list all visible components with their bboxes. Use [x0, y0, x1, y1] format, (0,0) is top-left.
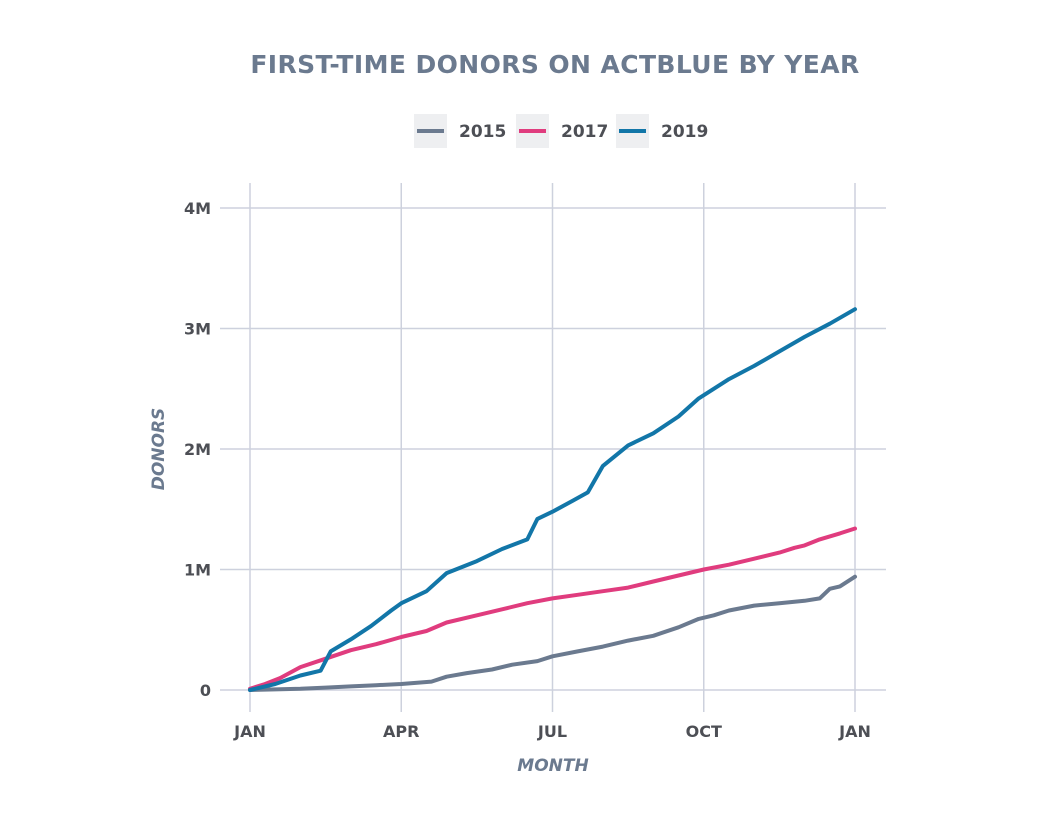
x-tick-label: APR: [383, 722, 419, 741]
tick-labels: 0 1M 2M 3M 4M JAN APR JUL OCT JAN: [184, 199, 871, 741]
y-tick-label: 0: [200, 681, 211, 700]
legend-label: 2019: [661, 122, 708, 142]
series-line-2019: [248, 307, 857, 692]
legend-label: 2015: [459, 122, 506, 142]
legend-item-2015: 2015: [414, 114, 506, 148]
legend-item-2019: 2019: [616, 114, 708, 148]
y-tick-label: 2M: [184, 440, 211, 459]
series-layer: [248, 307, 857, 692]
y-tick-label: 3M: [184, 320, 211, 339]
series-line-2015: [248, 574, 857, 692]
x-tick-label: JAN: [233, 722, 266, 741]
legend-label: 2017: [561, 122, 608, 142]
grid: [220, 183, 886, 712]
legend-item-2017: 2017: [516, 114, 608, 148]
series-line-2017: [248, 526, 857, 691]
chart-title: FIRST-TIME DONORS ON ACTBLUE BY YEAR: [250, 50, 859, 79]
legend: 2015 2017 2019: [414, 114, 708, 148]
x-tick-label: OCT: [686, 722, 722, 741]
x-tick-label: JAN: [838, 722, 871, 741]
y-axis-label: DONORS: [149, 408, 169, 491]
x-tick-label: JUL: [537, 722, 567, 741]
y-tick-label: 1M: [184, 561, 211, 580]
x-axis-label: MONTH: [517, 756, 588, 776]
y-tick-label: 4M: [184, 199, 211, 218]
